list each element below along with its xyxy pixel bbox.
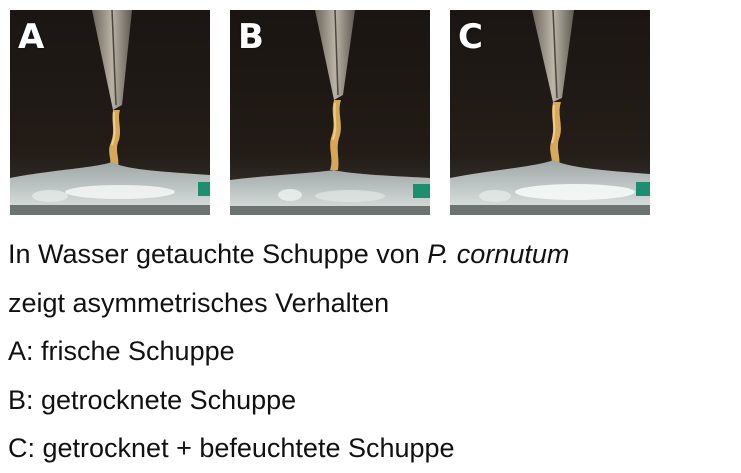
caption-line-5: C: getrocknet + befeuchtete Schuppe [8, 433, 455, 463]
photo-b-image [230, 10, 430, 215]
caption-line-2: zeigt asymmetrisches Verhalten [8, 287, 390, 318]
photo-c-image [450, 10, 650, 215]
caption-line-1: In Wasser getauchte Schuppe von P. cornu… [8, 230, 736, 279]
panel-label-b: B [238, 17, 264, 57]
panel-label-c: C [458, 17, 483, 57]
caption-line-4: B: getrocknete Schuppe [8, 384, 297, 415]
caption-line-3: A: frische Schuppe [8, 336, 235, 366]
photo-panel-a: A [10, 10, 210, 215]
photo-panel-b: B [230, 10, 430, 215]
photo-a-image [10, 10, 210, 215]
caption-line-1-text: In Wasser getauchte Schuppe von [8, 239, 428, 269]
panel-label-a: A [18, 17, 44, 57]
figure-caption: In Wasser getauchte Schuppe von P. cornu… [8, 230, 736, 473]
photo-panel-c: C [450, 10, 650, 215]
species-name: P. cornutum [427, 239, 570, 269]
